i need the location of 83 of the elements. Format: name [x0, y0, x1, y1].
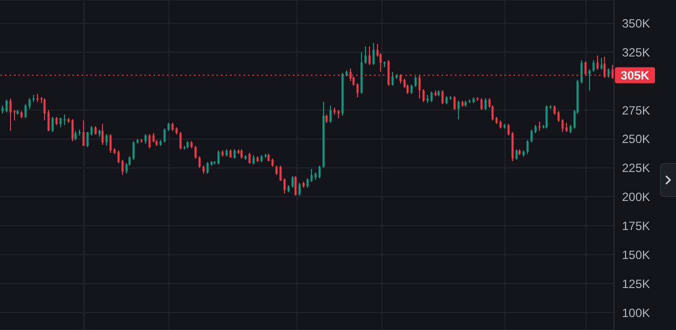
candlestick	[372, 42, 374, 66]
candlestick	[298, 182, 300, 196]
y-tick-label: 125K	[622, 276, 650, 291]
candlestick	[454, 96, 456, 110]
candlestick	[148, 134, 150, 149]
y-tick-label: 275K	[622, 103, 650, 118]
candlestick	[132, 140, 134, 160]
candlestick	[430, 90, 432, 102]
candlestick	[414, 76, 416, 88]
candlestick	[248, 152, 250, 164]
candlestick	[442, 90, 444, 105]
candlestick	[530, 129, 532, 143]
candlestick	[14, 110, 16, 121]
candlestick	[330, 104, 332, 124]
candlestick	[596, 55, 598, 70]
candlestick	[284, 178, 286, 194]
candlestick	[516, 148, 518, 160]
candlestick	[356, 82, 358, 98]
candlestick	[508, 123, 510, 136]
candlestick	[484, 98, 486, 110]
candlestick	[294, 176, 296, 196]
candlestick	[86, 132, 88, 148]
candlestick	[252, 154, 254, 165]
candlestick	[310, 168, 312, 182]
candlestick	[280, 165, 282, 182]
candlestick	[566, 122, 568, 132]
candlestick	[52, 116, 54, 132]
candlestick	[234, 148, 236, 160]
candlestick	[10, 98, 12, 132]
candlestick	[558, 110, 560, 122]
candlestick	[82, 120, 84, 146]
candlestick	[206, 162, 208, 174]
candlestick	[74, 130, 76, 141]
candlestick	[28, 98, 30, 110]
candlestick	[600, 57, 602, 70]
candlestick	[240, 148, 242, 160]
candlestick	[122, 159, 124, 176]
candlestick	[364, 46, 366, 64]
candlestick	[368, 46, 370, 66]
candlestick	[292, 176, 294, 188]
ref-line-label: 305K	[620, 68, 650, 82]
candlestick	[72, 118, 74, 142]
candlestick	[318, 165, 320, 179]
candlestick	[554, 104, 556, 116]
candlestick	[526, 140, 528, 154]
candlestick	[118, 150, 120, 164]
candlestick	[538, 121, 540, 132]
y-tick-label: 350K	[622, 16, 650, 30]
candlestick	[110, 134, 112, 154]
candlestick	[306, 178, 308, 188]
candlestick	[580, 60, 582, 84]
y-tick-label: 325K	[622, 45, 650, 60]
candlestick	[592, 60, 594, 72]
y-tick-label: 200K	[622, 190, 650, 204]
candlestick	[588, 68, 590, 91]
candlestick	[48, 110, 50, 132]
candlestick	[44, 98, 46, 121]
candlestick	[152, 132, 154, 143]
candlestick	[480, 98, 482, 110]
candlestick	[410, 84, 412, 94]
candlestick	[194, 145, 196, 160]
y-tick-label: 150K	[622, 248, 650, 262]
candlestick	[164, 128, 166, 143]
candlestick	[276, 165, 278, 176]
candlestick	[546, 104, 548, 130]
candlestick	[392, 71, 394, 86]
candlestick	[180, 132, 182, 150]
candlestick	[198, 156, 200, 168]
candlestick	[102, 123, 104, 146]
candlestick	[60, 118, 62, 128]
y-tick-label: 250K	[622, 132, 650, 146]
candlestick	[24, 104, 26, 119]
y-tick-label: 175K	[622, 219, 650, 234]
candlestick	[106, 134, 108, 146]
candlestick	[422, 88, 424, 102]
candlestick	[458, 100, 460, 120]
candlestick	[218, 150, 220, 165]
candlestick	[144, 134, 146, 144]
y-tick-label: 225K	[622, 161, 650, 176]
y-tick-label: 100K	[622, 306, 650, 320]
candlestick	[90, 126, 92, 136]
candlestick	[562, 118, 564, 132]
candlestick	[6, 99, 8, 113]
